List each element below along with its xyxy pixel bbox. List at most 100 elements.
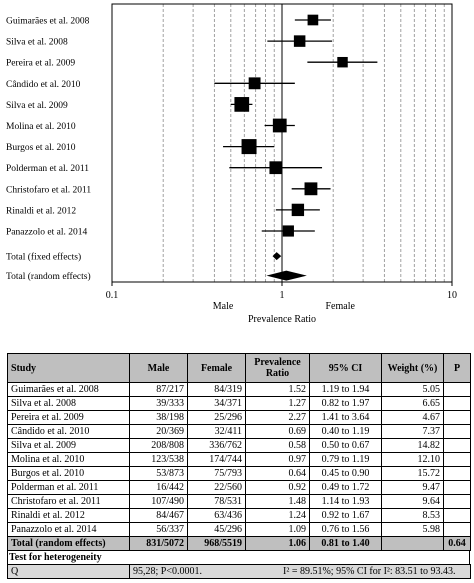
cell-weight: 9.64: [381, 494, 444, 509]
cell-weight: 7.37: [381, 424, 444, 439]
cell-weight: 14.82: [381, 438, 444, 453]
total-cell-p: 0.64: [443, 536, 471, 551]
study-label: Rinaldi et al. 2012: [6, 206, 76, 216]
cell-male: 208/808: [129, 438, 188, 453]
cell-ci: 0.45 to 0.90: [309, 466, 382, 481]
effect-marker: [248, 77, 261, 90]
cell-ci: 0.92 to 1.67: [309, 508, 382, 523]
cell-weight: 5.05: [381, 382, 444, 397]
study-label: Christofaro et al. 2011: [6, 184, 91, 195]
effect-marker: [291, 203, 305, 217]
cell-study: Burgos et al. 2010: [7, 466, 130, 481]
cell-ci: 0.76 to 1.56: [309, 522, 382, 537]
study-label: Cândido et al. 2010: [6, 80, 81, 90]
total-cell-ci: 0.81 to 1.40: [309, 536, 382, 551]
table-body: Guimarães et al. 2008 87/217 84/319 1.52 1.1…: [7, 382, 471, 551]
table-row: Molina et al. 2010 123/538 174/744 0.97 0.79…: [7, 452, 471, 467]
effect-marker: [272, 118, 287, 133]
cell-p: [443, 494, 471, 509]
effect-marker: [307, 14, 319, 26]
cell-female: 25/296: [187, 410, 246, 425]
cell-study: Guimarães et al. 2008: [7, 382, 130, 397]
x-tick-label: 10: [447, 290, 457, 301]
cell-male: 16/442: [129, 480, 188, 495]
cell-p: [443, 466, 471, 481]
table-row: Pereira et al. 2009 38/198 25/296 2.27 1.41 …: [7, 410, 471, 425]
cell-female: 22/560: [187, 480, 246, 495]
male-label: Male: [213, 301, 234, 312]
table-row: Cândido et al. 2010 20/369 32/411 0.69 0.40 …: [7, 424, 471, 439]
cell-pr: 0.69: [245, 424, 310, 439]
table-total-row: Total (random effects) 831/5072 968/5519 1.…: [7, 536, 471, 551]
study-label: Guimarães et al. 2008: [6, 17, 90, 27]
cell-male: 84/467: [129, 508, 188, 523]
total-cell-female: 968/5519: [187, 536, 246, 551]
summary-diamond: [272, 252, 282, 261]
effect-marker: [293, 35, 306, 47]
cell-female: 63/436: [187, 508, 246, 523]
cell-weight: 4.67: [381, 410, 444, 425]
study-label: Molina et al. 2010: [6, 122, 76, 132]
cell-p: [443, 452, 471, 467]
cell-study: Molina et al. 2010: [7, 452, 130, 467]
cell-female: 78/531: [187, 494, 246, 509]
header-weight: Weight (%): [381, 353, 444, 383]
het-q-value: 95,28; P<0.0001.: [133, 565, 202, 577]
female-label: Female: [325, 301, 355, 312]
cell-female: 174/744: [187, 452, 246, 467]
cell-study: Silva et al. 2008: [7, 396, 130, 411]
cell-ci: 0.79 to 1.19: [309, 452, 382, 467]
summary-diamond: [266, 270, 307, 281]
table-row: Panazzolo et al. 2014 56/337 45/296 1.09 0.7…: [7, 522, 471, 537]
total-cell-weight: [381, 536, 444, 551]
study-label: Burgos et al. 2010: [6, 143, 76, 153]
cell-study: Silva et al. 2009: [7, 438, 130, 453]
cell-male: 20/369: [129, 424, 188, 439]
heterogeneity-row: Q 95,28; P<0.0001. I² = 89.51%; 95% CI fo…: [7, 564, 471, 579]
study-label: Silva et al. 2009: [6, 101, 68, 111]
cell-male: 38/198: [129, 410, 188, 425]
cell-pr: 1.09: [245, 522, 310, 537]
cell-ci: 0.82 to 1.97: [309, 396, 382, 411]
table-row: Christofaro et al. 2011 107/490 78/531 1.48…: [7, 494, 471, 509]
cell-ci: 1.14 to 1.93: [309, 494, 382, 509]
study-label: Silva et al. 2008: [6, 38, 68, 48]
x-tick-label: 0.1: [106, 290, 119, 301]
header-study: Study: [7, 353, 130, 383]
table-row: Silva et al. 2008 39/333 34/371 1.27 0.82 to…: [7, 396, 471, 411]
cell-study: Cândido et al. 2010: [7, 424, 130, 439]
het-q-label: Q: [7, 564, 130, 579]
cell-female: 75/793: [187, 466, 246, 481]
cell-p: [443, 480, 471, 495]
results-table-wrap: Study Male Female Prevalence Ratio 95% C…: [7, 353, 471, 579]
cell-female: 45/296: [187, 522, 246, 537]
cell-pr: 1.27: [245, 396, 310, 411]
effect-marker: [269, 161, 283, 175]
x-tick-label: 1: [280, 290, 285, 301]
study-label: Panazzolo et al. 2014: [6, 228, 88, 238]
cell-male: 107/490: [129, 494, 188, 509]
cell-female: 34/371: [187, 396, 246, 411]
cell-ci: 0.50 to 0.67: [309, 438, 382, 453]
header-p: P: [443, 353, 471, 383]
cell-study: Panazzolo et al. 2014: [7, 522, 130, 537]
table-row: Polderman et al. 2011 16/442 22/560 0.92 0.4…: [7, 480, 471, 495]
cell-pr: 0.58: [245, 438, 310, 453]
table-row: Guimarães et al. 2008 87/217 84/319 1.52 1.1…: [7, 382, 471, 397]
cell-male: 53/873: [129, 466, 188, 481]
cell-male: 39/333: [129, 396, 188, 411]
cell-study: Pereira et al. 2009: [7, 410, 130, 425]
effect-marker: [337, 56, 348, 68]
header-ci: 95% CI: [309, 353, 382, 383]
cell-study: Polderman et al. 2011: [7, 480, 130, 495]
summary-label: Total (fixed effects): [6, 252, 81, 263]
cell-female: 336/762: [187, 438, 246, 453]
cell-ci: 0.40 to 1.19: [309, 424, 382, 439]
table-row: Burgos et al. 2010 53/873 75/793 0.64 0.45 t…: [7, 466, 471, 481]
effect-marker: [241, 139, 257, 155]
cell-male: 87/217: [129, 382, 188, 397]
cell-p: [443, 410, 471, 425]
cell-pr: 2.27: [245, 410, 310, 425]
het-i2: I² = 89.51%; 95% CI for I²: 83.51 to 93.…: [283, 565, 456, 577]
cell-weight: 8.53: [381, 508, 444, 523]
